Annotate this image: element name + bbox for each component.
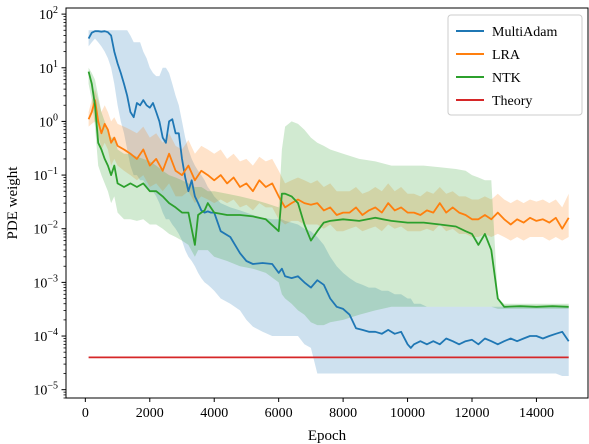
y-tick-label: 10−1 <box>33 166 58 184</box>
x-tick-label: 10000 <box>390 406 425 421</box>
legend: MultiAdam LRA NTK Theory <box>447 14 583 116</box>
band-ntk <box>88 67 569 326</box>
x-tick-label: 8000 <box>329 406 357 421</box>
legend-label-lra: LRA <box>492 48 521 63</box>
y-tick-label: 100 <box>39 112 58 130</box>
x-tick-label: 12000 <box>455 406 490 421</box>
y-axis-label: PDE weight <box>5 166 21 240</box>
legend-label-ntk: NTK <box>492 71 521 86</box>
series-lines <box>87 30 570 359</box>
confidence-bands <box>88 30 569 377</box>
series-line-ntk <box>87 71 569 308</box>
y-tick-label: 10−4 <box>33 327 58 345</box>
band-multiadam <box>88 30 569 377</box>
y-tick-label: 10−5 <box>33 381 58 399</box>
x-tick-label: 6000 <box>265 406 293 421</box>
y-axis-ticks: 10−5 10−4 10−3 10−2 10−1 100 101 102 <box>33 5 66 399</box>
x-tick-label: 0 <box>82 406 89 421</box>
x-axis-label: Epoch <box>308 428 347 444</box>
x-tick-label: 2000 <box>136 406 164 421</box>
x-tick-label: 4000 <box>200 406 228 421</box>
x-tick-label: 14000 <box>519 406 554 421</box>
y-tick-label: 101 <box>39 59 58 77</box>
y-tick-label: 10−2 <box>33 220 58 238</box>
series-line-multiadam <box>87 30 570 349</box>
band-lra <box>88 89 569 241</box>
legend-label-multiadam: MultiAdam <box>492 25 557 40</box>
legend-label-theory: Theory <box>492 94 532 109</box>
x-axis-ticks: 0 2000 4000 6000 8000 10000 12000 14000 <box>82 398 554 421</box>
y-tick-label: 10−3 <box>33 273 58 291</box>
y-tick-label: 102 <box>39 5 58 23</box>
series-line-lra <box>87 99 570 230</box>
legend-box <box>447 14 583 116</box>
